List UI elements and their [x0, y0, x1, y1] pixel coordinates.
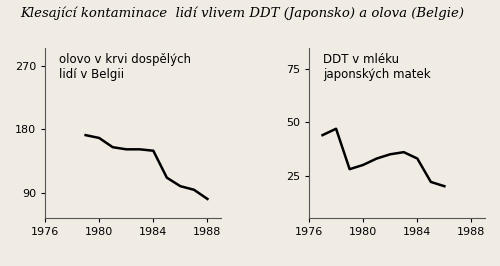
Text: olovo v krvi dospělých
lidí v Belgii: olovo v krvi dospělých lidí v Belgii [59, 53, 191, 81]
Text: Klesající kontaminace  lidí vlivem DDT (Japonsko) a olova (Belgie): Klesající kontaminace lidí vlivem DDT (J… [20, 7, 464, 20]
Text: DDT v mléku
japonských matek: DDT v mléku japonských matek [323, 53, 430, 81]
